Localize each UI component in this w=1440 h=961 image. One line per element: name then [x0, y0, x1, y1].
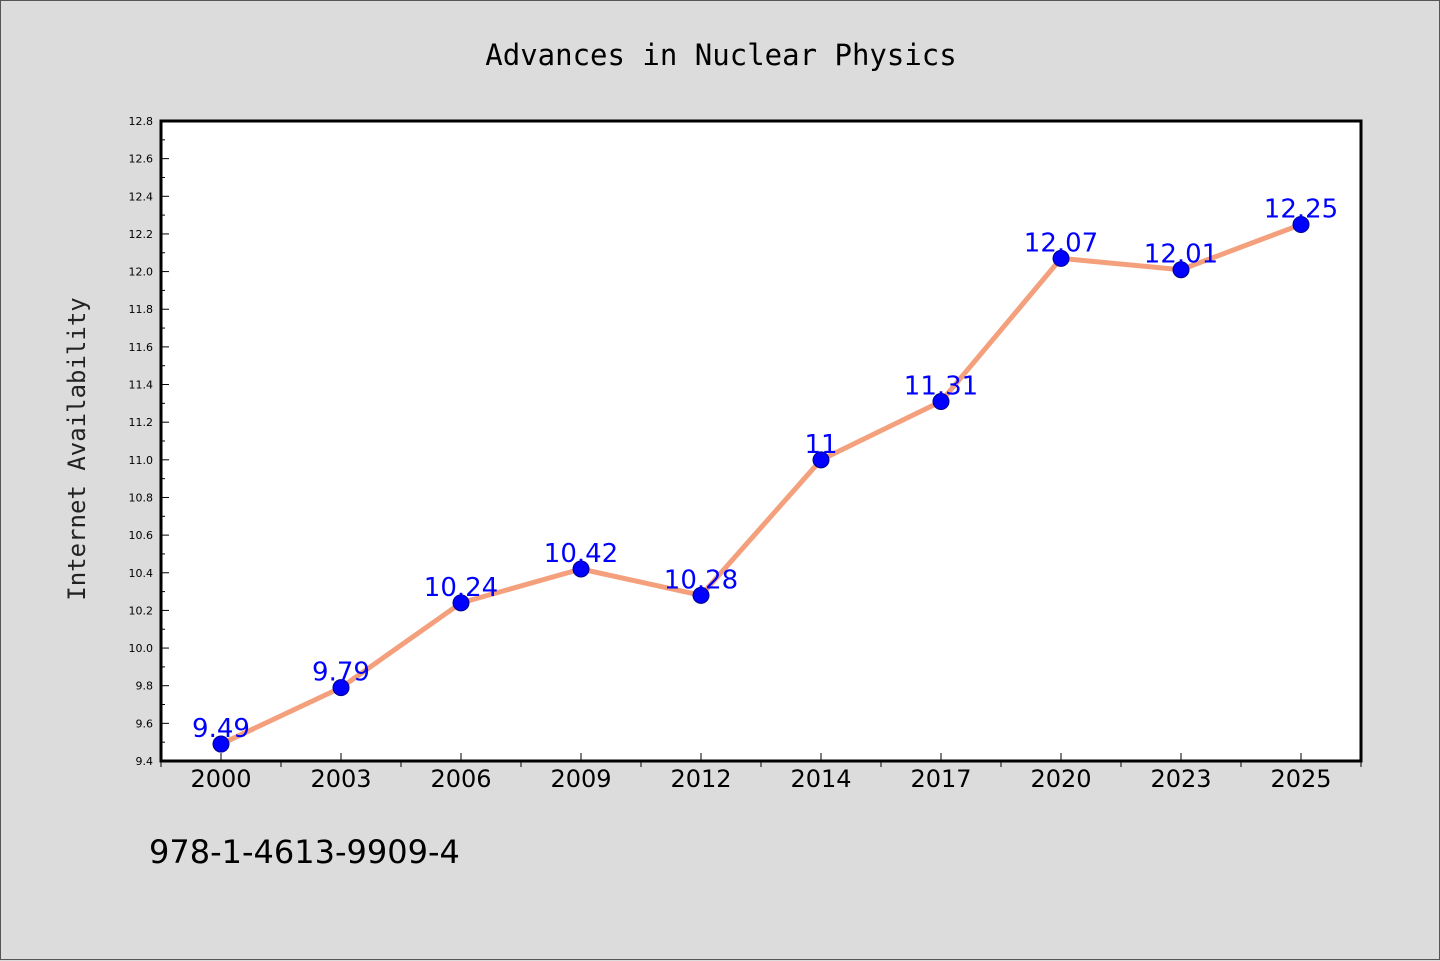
data-label-3: 10.42 — [544, 539, 618, 569]
x-axis: 2000 2003 2006 2009 2012 2014 2017 2020 2023 2025 — [160, 753, 1362, 793]
y-tick-label-16: 12.6 — [129, 153, 154, 166]
data-label-6: 11.31 — [904, 371, 978, 401]
series-line-0 — [218, 222, 1304, 747]
data-point-9 — [1292, 216, 1310, 234]
data-label-9: 12.25 — [1264, 195, 1338, 225]
isbn-code: 978-1-4613-9909-4 — [149, 833, 460, 871]
data-label-8: 12.01 — [1144, 240, 1218, 270]
data-point-3 — [572, 560, 590, 578]
y-tick-label-1: 9.6 — [136, 717, 154, 730]
data-labels-layer: 9.49 9.79 10.24 10.42 10.28 11 11.31 12.07 12.01… — [192, 195, 1338, 745]
y-tick-label-12: 11.8 — [129, 303, 154, 316]
data-label-1: 9.79 — [312, 658, 370, 688]
data-point-7 — [1052, 249, 1070, 267]
x-tick-label-5: 2014 — [790, 765, 851, 793]
y-tick-label-0: 9.4 — [136, 755, 154, 768]
x-tick-label-7: 2020 — [1030, 765, 1091, 793]
data-point-8 — [1172, 261, 1190, 279]
x-tick-label-9: 2025 — [1270, 765, 1331, 793]
x-tick-label-3: 2009 — [550, 765, 611, 793]
data-label-0: 9.49 — [192, 714, 250, 744]
data-label-7: 12.07 — [1024, 228, 1098, 258]
y-tick-label-14: 12.2 — [129, 228, 154, 241]
y-axis-label: Internet Availability — [63, 297, 91, 600]
data-point-0 — [212, 735, 230, 753]
y-tick-label-15: 12.4 — [129, 190, 154, 203]
y-tick-label-17: 12.8 — [129, 115, 154, 128]
data-point-4 — [692, 586, 710, 604]
data-point-6 — [932, 392, 950, 410]
y-tick-label-5: 10.4 — [129, 567, 154, 580]
x-tick-label-4: 2012 — [670, 765, 731, 793]
y-tick-label-10: 11.4 — [129, 379, 154, 392]
chart-title: Advances in Nuclear Physics — [485, 38, 956, 72]
y-tick-label-9: 11.2 — [129, 416, 154, 429]
data-point-2 — [452, 594, 470, 612]
y-tick-label-2: 9.8 — [136, 680, 154, 693]
y-tick-label-3: 10.0 — [129, 642, 154, 655]
x-tick-label-2: 2006 — [430, 765, 491, 793]
data-point-1 — [332, 679, 350, 697]
y-tick-label-8: 11.0 — [129, 454, 154, 467]
data-point-5 — [812, 451, 830, 469]
data-label-5: 11 — [804, 430, 837, 460]
x-tick-label-6: 2017 — [910, 765, 971, 793]
y-tick-label-13: 12.0 — [129, 266, 154, 279]
data-label-4: 10.28 — [664, 565, 738, 595]
y-tick-label-6: 10.6 — [129, 529, 154, 542]
y-tick-label-4: 10.2 — [129, 604, 154, 617]
series-layer — [212, 216, 1310, 753]
x-tick-label-8: 2023 — [1150, 765, 1211, 793]
plot-area — [159, 119, 1363, 763]
y-tick-label-7: 10.8 — [129, 491, 154, 504]
x-tick-label-1: 2003 — [310, 765, 371, 793]
x-tick-label-0: 2000 — [190, 765, 251, 793]
y-axis: 9.4 9.6 9.8 10.0 10.2 10.4 10.6 10.8 11.0 11.2 11.… — [129, 115, 169, 768]
y-tick-label-11: 11.6 — [129, 341, 154, 354]
data-label-2: 10.24 — [424, 573, 498, 603]
